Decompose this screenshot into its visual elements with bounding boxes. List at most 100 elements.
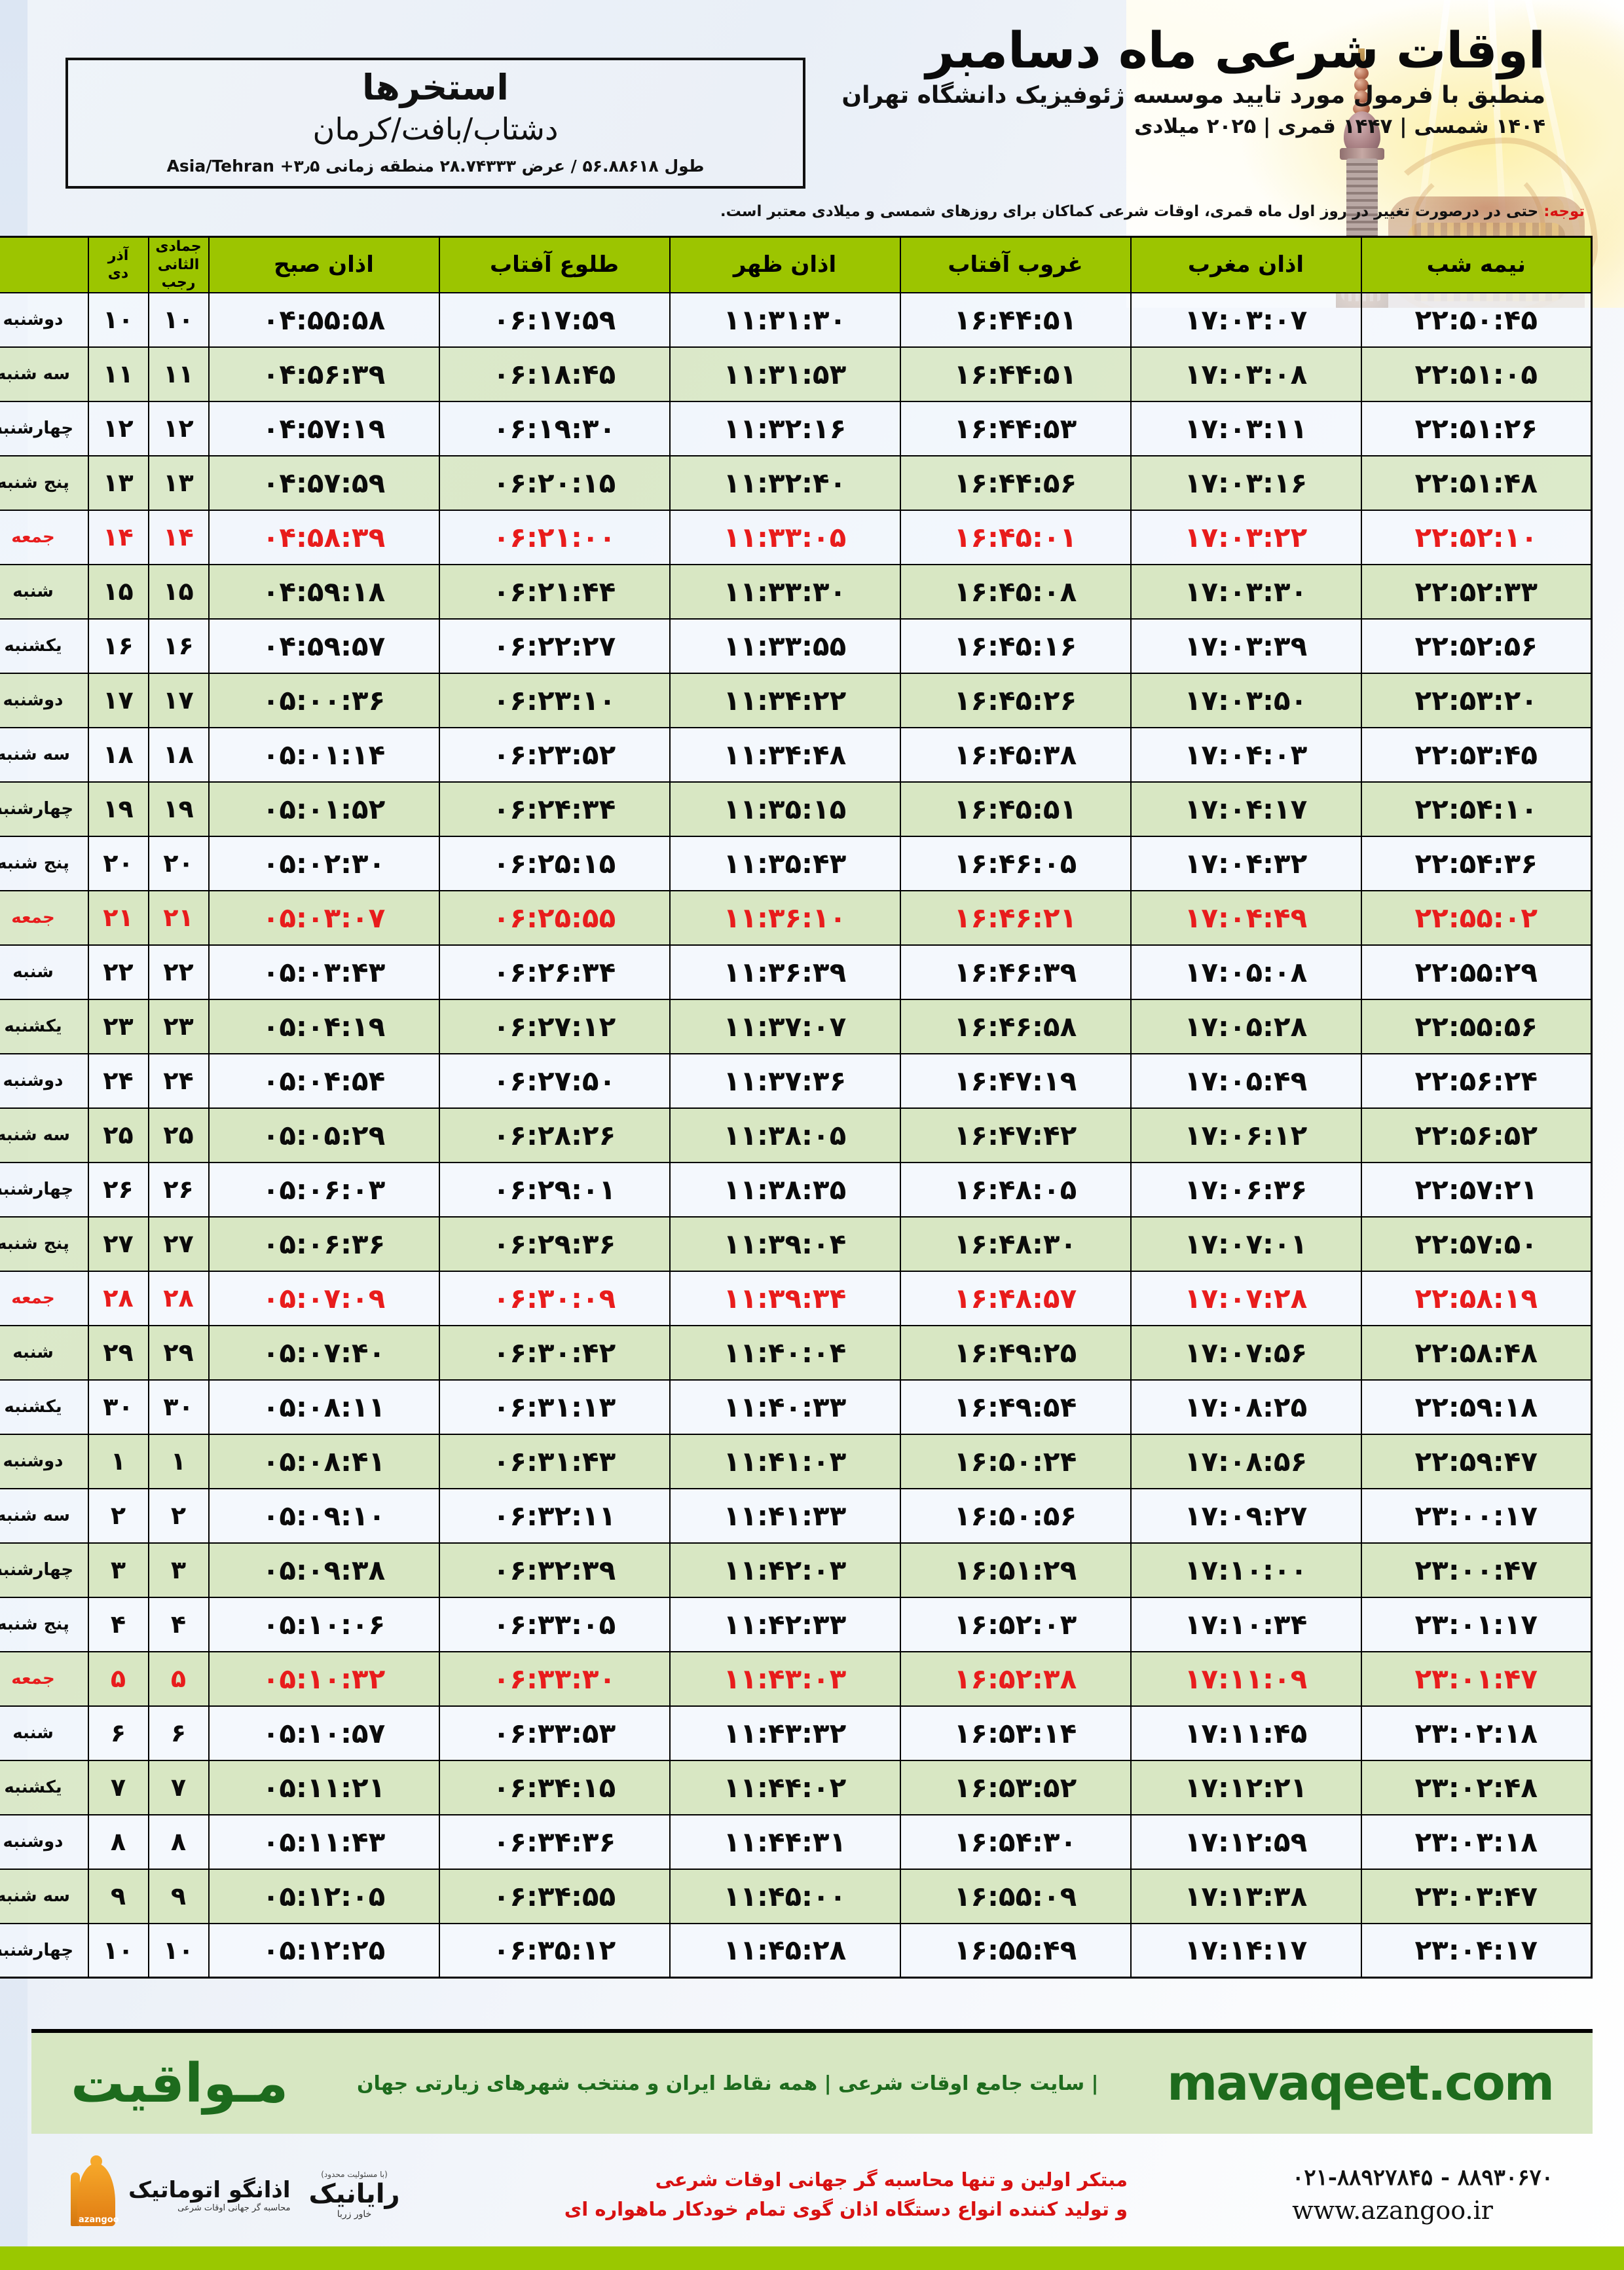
cell-sunset: ۱۶:۴۴:۵۳ xyxy=(899,400,1132,456)
cell-sunrise: ۰۶:۳۱:۱۳ xyxy=(438,1379,671,1435)
cell-maghrib: ۱۷:۰۴:۱۷ xyxy=(1130,781,1362,837)
rayaneik-logo: (با مسئولیت محدود) رایانیک خاور زربا xyxy=(308,2170,399,2220)
cell-dhuhr: ۱۱:۳۲:۱۶ xyxy=(669,400,901,456)
table-row: ۲۲:۵۱:۴۸ ۱۷:۰۳:۱۶ ۱۶:۴۴:۵۶ ۱۱:۳۲:۴۰ ۰۶:۲۰:۱۵… xyxy=(0,455,1593,511)
calendar-years: ۱۴۰۴ شمسی | ۱۴۴۷ قمری | ۲۰۲۵ میلادی xyxy=(1134,114,1545,138)
cell-shamsi: ۲۴ xyxy=(87,1052,149,1109)
cell-hijri: ۲۴ xyxy=(147,1052,210,1109)
footer-phone: ۰۲۱-۸۸۹۲۷۸۴۵ - ۸۸۹۳۰۶۷۰ xyxy=(1292,2165,1553,2191)
col-header-sunset: غروب آفتاب xyxy=(899,236,1132,293)
cell-weekday: دوشنبه xyxy=(0,672,89,728)
cell-maghrib: ۱۷:۰۶:۳۶ xyxy=(1130,1161,1362,1218)
cell-midnight: ۲۲:۵۱:۰۵ xyxy=(1360,346,1593,402)
cell-dhuhr: ۱۱:۳۹:۳۴ xyxy=(669,1270,901,1326)
cell-hijri: ۱۸ xyxy=(147,726,210,783)
cell-sunrise: ۰۶:۳۲:۳۹ xyxy=(438,1542,671,1598)
cell-weekday: دوشنبه xyxy=(0,1433,89,1489)
cell-shamsi: ۱۳ xyxy=(87,455,149,511)
cell-sunset: ۱۶:۴۸:۵۷ xyxy=(899,1270,1132,1326)
cell-fajr: ۰۵:۱۰:۰۶ xyxy=(208,1596,440,1652)
cell-midnight: ۲۲:۵۲:۳۳ xyxy=(1360,563,1593,620)
cell-dhuhr: ۱۱:۳۶:۱۰ xyxy=(669,889,901,946)
cell-sunset: ۱۶:۴۵:۵۱ xyxy=(899,781,1132,837)
footer-contact: ۰۲۱-۸۸۹۲۷۸۴۵ - ۸۸۹۳۰۶۷۰ www.azangoo.ir xyxy=(1292,2165,1553,2225)
table-row: ۲۲:۵۹:۱۸ ۱۷:۰۸:۲۵ ۱۶:۴۹:۵۴ ۱۱:۴۰:۳۳ ۰۶:۳۱:۱۳… xyxy=(0,1379,1593,1435)
azangoo-mosque-icon: azangoo xyxy=(71,2155,122,2226)
cell-sunset: ۱۶:۵۰:۲۴ xyxy=(899,1433,1132,1489)
cell-weekday: چهارشنبه xyxy=(0,1542,89,1598)
cell-midnight: ۲۲:۵۷:۵۰ xyxy=(1360,1216,1593,1272)
cell-maghrib: ۱۷:۱۳:۳۸ xyxy=(1130,1868,1362,1924)
cell-sunrise: ۰۶:۲۴:۳۴ xyxy=(438,781,671,837)
cell-sunset: ۱۶:۴۶:۲۱ xyxy=(899,889,1132,946)
cell-maghrib: ۱۷:۰۸:۵۶ xyxy=(1130,1433,1362,1489)
cell-sunset: ۱۶:۴۵:۰۸ xyxy=(899,563,1132,620)
cell-shamsi: ۱۹ xyxy=(87,781,149,837)
footer-red-text: مبتکر اولین و تنها محاسبه گر جهانی اوقات… xyxy=(564,2165,1128,2224)
cell-fajr: ۰۵:۰۸:۴۱ xyxy=(208,1433,440,1489)
table-row: ۲۲:۵۶:۲۴ ۱۷:۰۵:۴۹ ۱۶:۴۷:۱۹ ۱۱:۳۷:۳۶ ۰۶:۲۷:۵۰… xyxy=(0,1052,1593,1109)
cell-hijri: ۱۰ xyxy=(147,291,210,348)
footer-website[interactable]: www.azangoo.ir xyxy=(1292,2196,1493,2225)
table-row: ۲۲:۵۸:۱۹ ۱۷:۰۷:۲۸ ۱۶:۴۸:۵۷ ۱۱:۳۹:۳۴ ۰۶:۳۰:۰۹… xyxy=(0,1270,1593,1326)
cell-hijri: ۱۷ xyxy=(147,672,210,728)
table-row: ۲۲:۵۲:۵۶ ۱۷:۰۳:۳۹ ۱۶:۴۵:۱۶ ۱۱:۳۳:۵۵ ۰۶:۲۲:۲۷… xyxy=(0,618,1593,674)
cell-shamsi: ۱۶ xyxy=(87,618,149,674)
cell-sunrise: ۰۶:۳۲:۱۱ xyxy=(438,1487,671,1544)
cell-dhuhr: ۱۱:۴۳:۳۲ xyxy=(669,1705,901,1761)
cell-midnight: ۲۲:۵۷:۲۱ xyxy=(1360,1161,1593,1218)
cell-fajr: ۰۵:۰۶:۰۳ xyxy=(208,1161,440,1218)
cell-maghrib: ۱۷:۱۲:۵۹ xyxy=(1130,1814,1362,1870)
col-header-maghrib: اذان مغرب xyxy=(1130,236,1362,293)
cell-midnight: ۲۳:۰۱:۱۷ xyxy=(1360,1596,1593,1652)
cell-maghrib: ۱۷:۰۳:۱۶ xyxy=(1130,455,1362,511)
cell-shamsi: ۲۷ xyxy=(87,1216,149,1272)
cell-weekday: شنبه xyxy=(0,1705,89,1761)
cell-weekday: چهارشنبه xyxy=(0,1161,89,1218)
cell-maghrib: ۱۷:۰۴:۴۹ xyxy=(1130,889,1362,946)
cell-dhuhr: ۱۱:۴۰:۰۴ xyxy=(669,1324,901,1381)
cell-dhuhr: ۱۱:۳۳:۳۰ xyxy=(669,563,901,620)
cell-maghrib: ۱۷:۰۳:۲۲ xyxy=(1130,509,1362,565)
cell-maghrib: ۱۷:۰۷:۰۱ xyxy=(1130,1216,1362,1272)
cell-sunset: ۱۶:۵۲:۰۳ xyxy=(899,1596,1132,1652)
promo-brand-en[interactable]: mavaqeet.com xyxy=(1167,2055,1555,2112)
table-row: ۲۳:۰۱:۱۷ ۱۷:۱۰:۳۴ ۱۶:۵۲:۰۳ ۱۱:۴۲:۳۳ ۰۶:۳۳:۰۵… xyxy=(0,1596,1593,1652)
cell-hijri: ۷ xyxy=(147,1759,210,1815)
cell-fajr: ۰۵:۰۵:۲۹ xyxy=(208,1107,440,1163)
cell-midnight: ۲۳:۰۲:۴۸ xyxy=(1360,1759,1593,1815)
page-subtitle: منطبق با فرمول مورد تایید موسسه ژئوفیزیک… xyxy=(841,82,1545,109)
cell-dhuhr: ۱۱:۳۸:۰۵ xyxy=(669,1107,901,1163)
cell-sunset: ۱۶:۵۲:۳۸ xyxy=(899,1650,1132,1707)
cell-weekday: چهارشنبه xyxy=(0,781,89,837)
cell-weekday: دوشنبه xyxy=(0,291,89,348)
cell-midnight: ۲۲:۵۱:۴۸ xyxy=(1360,455,1593,511)
cell-dhuhr: ۱۱:۴۳:۰۳ xyxy=(669,1650,901,1707)
cell-sunset: ۱۶:۴۸:۳۰ xyxy=(899,1216,1132,1272)
cell-hijri: ۱۱ xyxy=(147,346,210,402)
cell-weekday: شنبه xyxy=(0,944,89,1000)
cell-sunset: ۱۶:۴۸:۰۵ xyxy=(899,1161,1132,1218)
col-header-hijri: جمادی الثانی رجب xyxy=(147,236,210,293)
cell-sunset: ۱۶:۴۵:۰۱ xyxy=(899,509,1132,565)
cell-sunrise: ۰۶:۲۵:۱۵ xyxy=(438,835,671,891)
cell-maghrib: ۱۷:۰۵:۰۸ xyxy=(1130,944,1362,1000)
cell-sunset: ۱۶:۴۵:۲۶ xyxy=(899,672,1132,728)
cell-dhuhr: ۱۱:۳۷:۰۷ xyxy=(669,998,901,1054)
cell-shamsi: ۱۲ xyxy=(87,400,149,456)
cell-dhuhr: ۱۱:۳۱:۵۳ xyxy=(669,346,901,402)
table-row: ۲۲:۵۳:۲۰ ۱۷:۰۳:۵۰ ۱۶:۴۵:۲۶ ۱۱:۳۴:۲۲ ۰۶:۲۳:۱۰… xyxy=(0,672,1593,728)
table-row: ۲۲:۵۱:۲۶ ۱۷:۰۳:۱۱ ۱۶:۴۴:۵۳ ۱۱:۳۲:۱۶ ۰۶:۱۹:۳۰… xyxy=(0,400,1593,456)
rayaneik-logo-name: رایانیک xyxy=(308,2179,400,2209)
col-header-dhuhr: اذان ظهر xyxy=(669,236,901,293)
cell-weekday: چهارشنبه xyxy=(0,400,89,456)
cell-weekday: جمعه xyxy=(0,509,89,565)
note-label: توجه: xyxy=(1543,203,1585,220)
footer-bar: ۰۲۱-۸۸۹۲۷۸۴۵ - ۸۸۹۳۰۶۷۰ www.azangoo.ir م… xyxy=(31,2146,1593,2244)
cell-midnight: ۲۲:۵۵:۰۲ xyxy=(1360,889,1593,946)
cell-fajr: ۰۵:۰۹:۳۸ xyxy=(208,1542,440,1598)
prayer-times-table-wrap: نیمه شب اذان مغرب غروب آفتاب اذان ظهر طل… xyxy=(0,236,1593,1979)
cell-maghrib: ۱۷:۱۴:۱۷ xyxy=(1130,1922,1362,1979)
cell-weekday: دوشنبه xyxy=(0,1052,89,1109)
cell-maghrib: ۱۷:۰۳:۳۰ xyxy=(1130,563,1362,620)
